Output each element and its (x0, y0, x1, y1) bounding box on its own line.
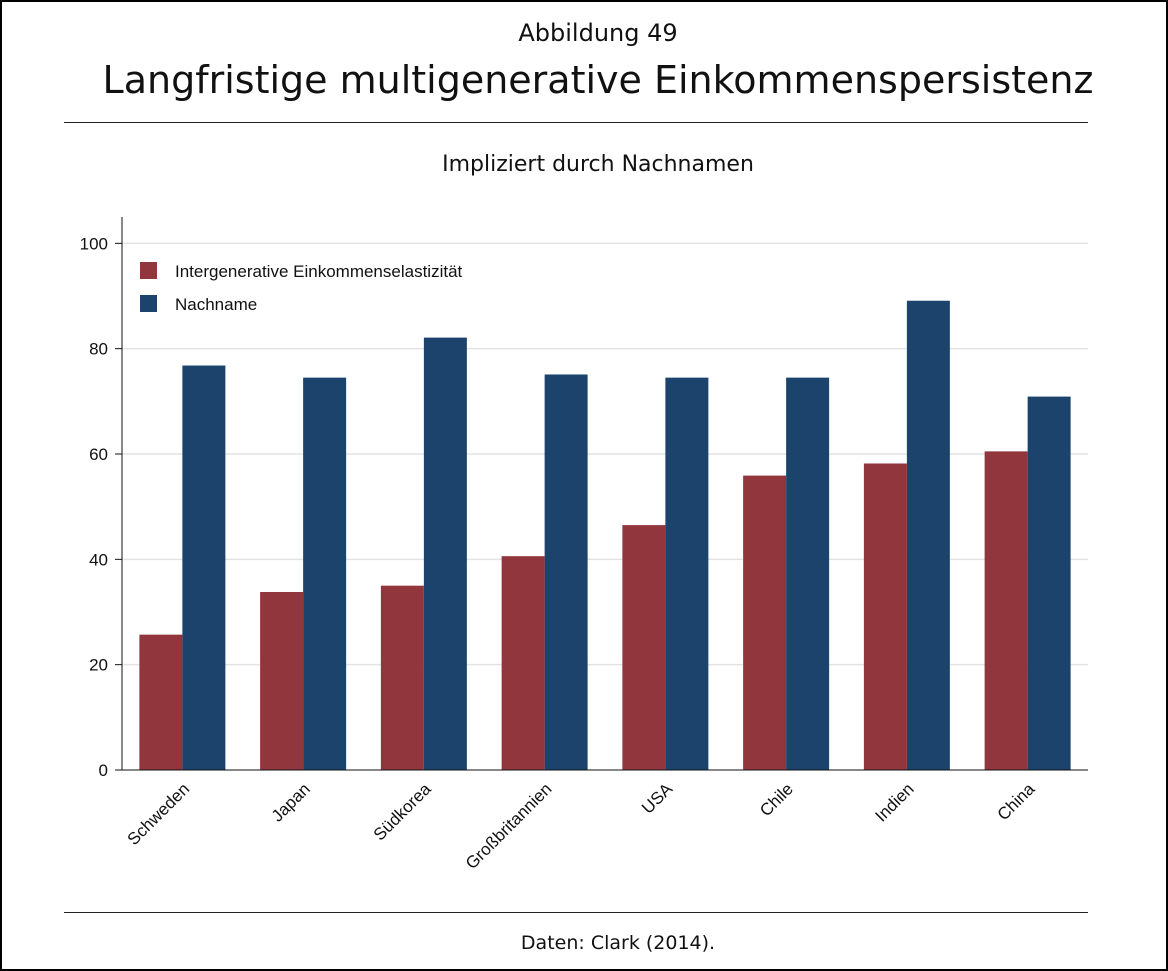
bar-elasticity-china (984, 451, 1028, 770)
bar-elasticity-grossbritannien (501, 556, 545, 770)
bar-surname-grossbritannien (544, 374, 588, 770)
bar-surname-china (1027, 396, 1071, 770)
figure-title: Langfristige multigenerative Einkommensp… (102, 58, 1094, 102)
bar-surname-indien (906, 300, 950, 770)
bar-surname-schweden (182, 365, 226, 770)
legend-label-income-elasticity: Intergenerative Einkommenselastizität (175, 262, 463, 281)
figure-label: Abbildung 49 (518, 19, 678, 47)
x-tick-label-indien: Indien (872, 779, 918, 825)
y-axis-ticks: 0 20 40 60 80 100 (80, 234, 122, 780)
bar-elasticity-chile (743, 475, 787, 770)
y-tick-label-100: 100 (80, 234, 108, 253)
x-tick-label-china: China (994, 779, 1039, 824)
x-axis-ticks: Schweden Japan Südkorea Großbritannien USA Ch… (124, 779, 1039, 873)
bar-surname-sudkorea (423, 337, 467, 770)
bars (139, 300, 1071, 770)
x-tick-label-grossbritannien: Großbritannien (462, 779, 556, 873)
bar-surname-japan (303, 377, 347, 770)
bar-surname-usa (665, 377, 709, 770)
legend: Intergenerative Einkommenselastizität Na… (140, 262, 463, 314)
title-divider (64, 122, 1088, 123)
bar-elasticity-sudkorea (380, 585, 424, 770)
footer-divider (64, 912, 1088, 913)
legend-label-surname: Nachname (175, 295, 257, 314)
bar-elasticity-japan (260, 591, 304, 770)
y-tick-label-60: 60 (89, 445, 108, 464)
bar-surname-chile (786, 377, 830, 770)
x-tick-label-chile: Chile (756, 779, 797, 820)
y-tick-label-0: 0 (99, 761, 108, 780)
bar-chart: 0 20 40 60 80 100 Schweden Japan Südkorea Großbr… (80, 217, 1088, 873)
x-tick-label-usa: USA (638, 779, 677, 818)
legend-swatch-income-elasticity (140, 262, 157, 279)
bar-elasticity-indien (863, 463, 907, 770)
bar-elasticity-schweden (139, 634, 183, 770)
source-note: Daten: Clark (2014). (520, 932, 716, 954)
y-tick-label-40: 40 (89, 550, 108, 569)
x-tick-label-sudkorea: Südkorea (370, 779, 435, 844)
x-tick-label-japan: Japan (268, 779, 314, 825)
y-tick-label-80: 80 (89, 340, 108, 359)
x-tick-label-schweden: Schweden (124, 779, 194, 849)
bar-elasticity-usa (622, 525, 666, 770)
legend-swatch-surname (140, 295, 157, 312)
chart-title: Impliziert durch Nachnamen (442, 152, 754, 177)
y-tick-label-20: 20 (89, 656, 108, 675)
